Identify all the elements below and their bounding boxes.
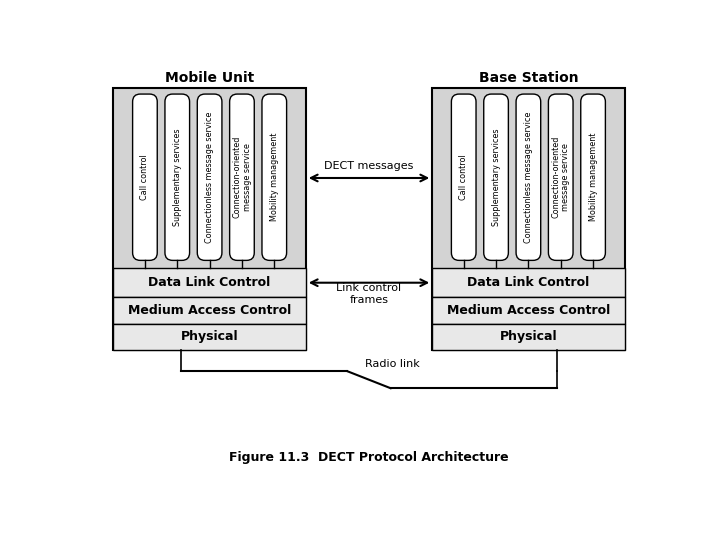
Text: Mobility management: Mobility management — [270, 133, 279, 221]
Text: Connection-oriented
message service: Connection-oriented message service — [551, 136, 570, 218]
Bar — [432, 268, 625, 298]
Text: Connection-oriented
message service: Connection-oriented message service — [233, 136, 252, 218]
FancyBboxPatch shape — [262, 94, 287, 260]
Bar — [432, 88, 625, 350]
Text: Medium Access Control: Medium Access Control — [128, 304, 291, 317]
Text: Mobility management: Mobility management — [588, 133, 598, 221]
Text: Figure 11.3  DECT Protocol Architecture: Figure 11.3 DECT Protocol Architecture — [229, 451, 509, 464]
Text: Physical: Physical — [181, 330, 238, 343]
Text: Supplementary services: Supplementary services — [492, 129, 500, 226]
Text: Call control: Call control — [459, 154, 468, 200]
Text: Medium Access Control: Medium Access Control — [447, 304, 610, 317]
FancyBboxPatch shape — [197, 94, 222, 260]
Text: Call control: Call control — [140, 154, 150, 200]
Text: DECT messages: DECT messages — [324, 161, 414, 171]
Bar — [113, 88, 306, 350]
Bar — [113, 298, 306, 323]
Text: Radio link: Radio link — [365, 359, 420, 369]
FancyBboxPatch shape — [516, 94, 541, 260]
Text: Base Station: Base Station — [479, 71, 578, 85]
Text: Connectionless message service: Connectionless message service — [205, 112, 214, 243]
FancyBboxPatch shape — [549, 94, 573, 260]
FancyBboxPatch shape — [132, 94, 157, 260]
FancyBboxPatch shape — [581, 94, 606, 260]
Bar — [432, 323, 625, 350]
Bar — [113, 268, 306, 298]
FancyBboxPatch shape — [230, 94, 254, 260]
Text: Mobile Unit: Mobile Unit — [165, 71, 254, 85]
FancyBboxPatch shape — [451, 94, 476, 260]
Bar — [432, 298, 625, 323]
Text: Link control
frames: Link control frames — [336, 284, 402, 305]
Text: Physical: Physical — [500, 330, 557, 343]
Bar — [113, 323, 306, 350]
Text: Data Link Control: Data Link Control — [148, 276, 271, 289]
Text: Supplementary services: Supplementary services — [173, 129, 181, 226]
FancyBboxPatch shape — [484, 94, 508, 260]
FancyBboxPatch shape — [165, 94, 189, 260]
Text: Data Link Control: Data Link Control — [467, 276, 590, 289]
Text: Connectionless message service: Connectionless message service — [524, 112, 533, 243]
